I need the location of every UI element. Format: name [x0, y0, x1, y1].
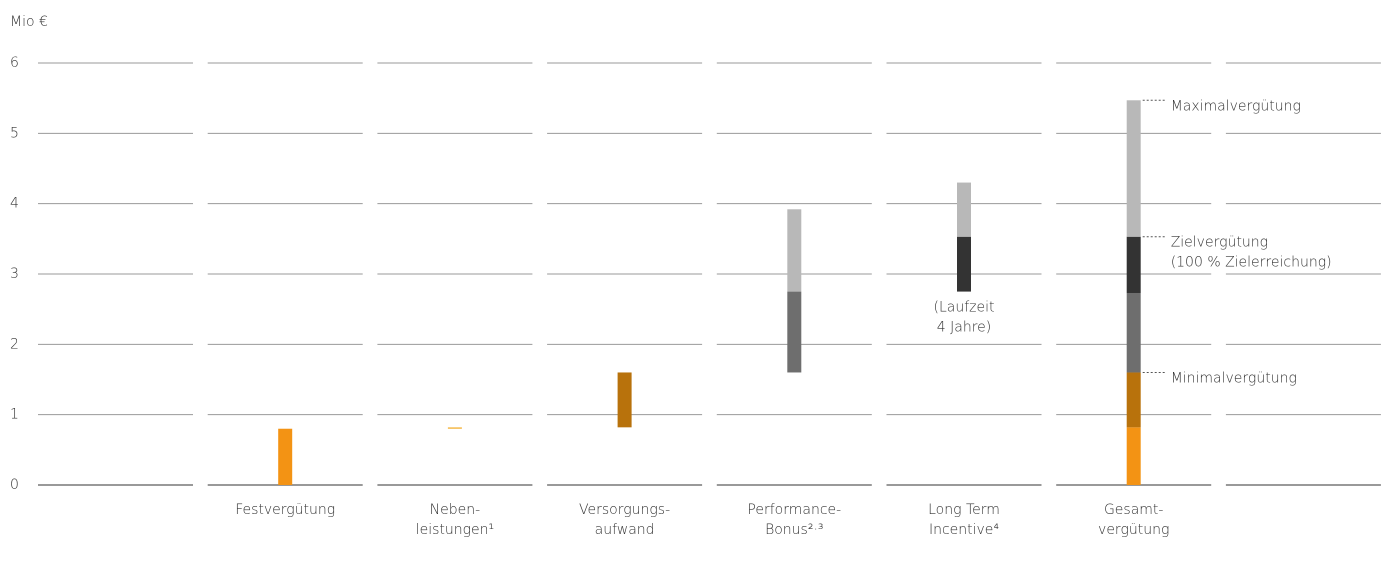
x-tick-label: leistungen¹	[416, 522, 494, 538]
x-tick-label: Performance-	[747, 502, 841, 518]
bar-segment	[278, 428, 293, 485]
x-tick-label: Incentive⁴	[929, 522, 999, 538]
y-tick-label: 4	[10, 196, 19, 212]
x-tick-label: Neben-	[430, 502, 481, 518]
x-tick-label: Versorgungs-	[579, 502, 670, 518]
x-tick-label: vergütung	[1098, 522, 1169, 538]
y-tick-label: 5	[10, 125, 19, 141]
bar-segment	[1126, 372, 1141, 428]
annotation: Zielvergütung	[1171, 235, 1268, 251]
x-tick-label: Bonus²·³	[765, 522, 823, 538]
x-tick-label: Gesamt-	[1104, 502, 1164, 518]
bar-segment	[447, 427, 462, 429]
x-tick-label: aufwand	[595, 522, 655, 538]
annotation: Minimalvergütung	[1171, 370, 1297, 386]
y-tick-label: 0	[10, 477, 19, 493]
bar-segment	[957, 182, 971, 237]
bar-segment	[1126, 427, 1141, 485]
bar-segment	[1126, 292, 1141, 373]
y-tick-label: 2	[10, 336, 19, 352]
annotation: (100 % Zielerreichung)	[1171, 255, 1332, 271]
x-tick-label: Long Term	[928, 502, 1000, 518]
annotation: Maximalvergütung	[1171, 98, 1301, 114]
y-axis-label: Mio €	[10, 14, 48, 30]
bar-segment	[617, 372, 632, 428]
x-tick-label: Festvergütung	[235, 502, 335, 518]
bar-segment	[957, 236, 971, 292]
y-tick-label: 3	[10, 266, 19, 282]
bar-note: 4 Jahre)	[937, 320, 991, 336]
y-tick-label: 1	[10, 407, 19, 423]
bar-segment	[787, 209, 802, 292]
bar-segment	[1126, 236, 1141, 293]
y-tick-label: 6	[10, 55, 19, 71]
bar-segment	[1126, 100, 1141, 237]
bar-segment	[787, 291, 802, 373]
bar-note: (Laufzeit	[934, 300, 995, 316]
